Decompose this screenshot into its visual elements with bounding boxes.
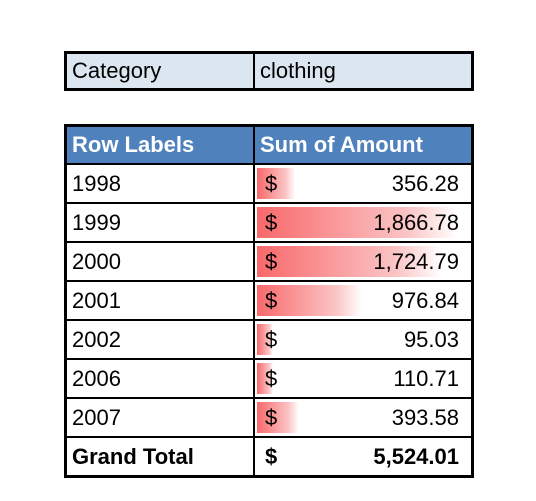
currency-symbol: $ — [265, 287, 278, 313]
currency-symbol: $ — [265, 170, 278, 196]
grand-total-row: Grand Total $ 5,524.01 — [67, 438, 471, 475]
currency-symbol: $ — [265, 326, 278, 352]
amount-cell[interactable]: $976.84 — [255, 282, 471, 319]
currency-symbol: $ — [265, 209, 278, 235]
row-label[interactable]: 2006 — [67, 360, 255, 397]
pivot-header-row: Row Labels Sum of Amount — [67, 127, 471, 165]
currency-symbol: $ — [265, 248, 278, 274]
table-row: 2007 $393.58 — [67, 399, 471, 438]
amount-cell[interactable]: $393.58 — [255, 399, 471, 436]
filter-label: Category — [67, 54, 255, 88]
currency-symbol: $ — [265, 365, 278, 391]
amount-value: 356.28 — [391, 170, 459, 196]
amount-cell[interactable]: $1,724.79 — [255, 243, 471, 280]
table-row: 2001 $976.84 — [67, 282, 471, 321]
table-row: 1999 $1,866.78 — [67, 204, 471, 243]
row-label[interactable]: 2002 — [67, 321, 255, 358]
amount-cell[interactable]: $1,866.78 — [255, 204, 471, 241]
amount-value: 110.71 — [393, 365, 459, 391]
data-bar — [257, 207, 457, 238]
pivot-table: Row Labels Sum of Amount 1998 $356.28 1999… — [64, 124, 474, 478]
table-row: 1998 $356.28 — [67, 165, 471, 204]
sum-of-amount-header[interactable]: Sum of Amount — [260, 132, 423, 157]
amount-cell[interactable]: $110.71 — [255, 360, 471, 397]
table-row: 2002 $95.03 — [67, 321, 471, 360]
data-bar — [257, 285, 362, 316]
data-bar — [257, 402, 300, 433]
row-label[interactable]: 1999 — [67, 204, 255, 241]
grand-total-amount: 5,524.01 — [373, 443, 459, 469]
grand-total-value-cell[interactable]: $ 5,524.01 — [255, 438, 471, 475]
row-labels-header[interactable]: Row Labels — [67, 127, 255, 163]
row-label[interactable]: 2007 — [67, 399, 255, 436]
amount-value: 1,866.78 — [373, 209, 459, 235]
grand-total-label: Grand Total — [67, 438, 255, 475]
row-label[interactable]: 2000 — [67, 243, 255, 280]
row-label[interactable]: 2001 — [67, 282, 255, 319]
amount-value: 1,724.79 — [373, 248, 459, 274]
amount-value: 976.84 — [391, 287, 459, 313]
currency-symbol: $ — [265, 404, 278, 430]
table-row: 2006 $110.71 — [67, 360, 471, 399]
amount-value: 95.03 — [403, 326, 459, 352]
data-bar — [257, 246, 442, 277]
currency-symbol: $ — [265, 443, 278, 469]
amount-cell[interactable]: $356.28 — [255, 165, 471, 202]
report-filter: Category clothing — [64, 51, 474, 91]
amount-value: 393.58 — [391, 404, 459, 430]
data-bar — [257, 324, 273, 355]
data-bar — [257, 168, 296, 199]
row-label[interactable]: 1998 — [67, 165, 255, 202]
table-row: 2000 $1,724.79 — [67, 243, 471, 282]
data-bar — [257, 363, 273, 394]
amount-cell[interactable]: $95.03 — [255, 321, 471, 358]
filter-value-dropdown[interactable]: clothing — [260, 58, 336, 83]
